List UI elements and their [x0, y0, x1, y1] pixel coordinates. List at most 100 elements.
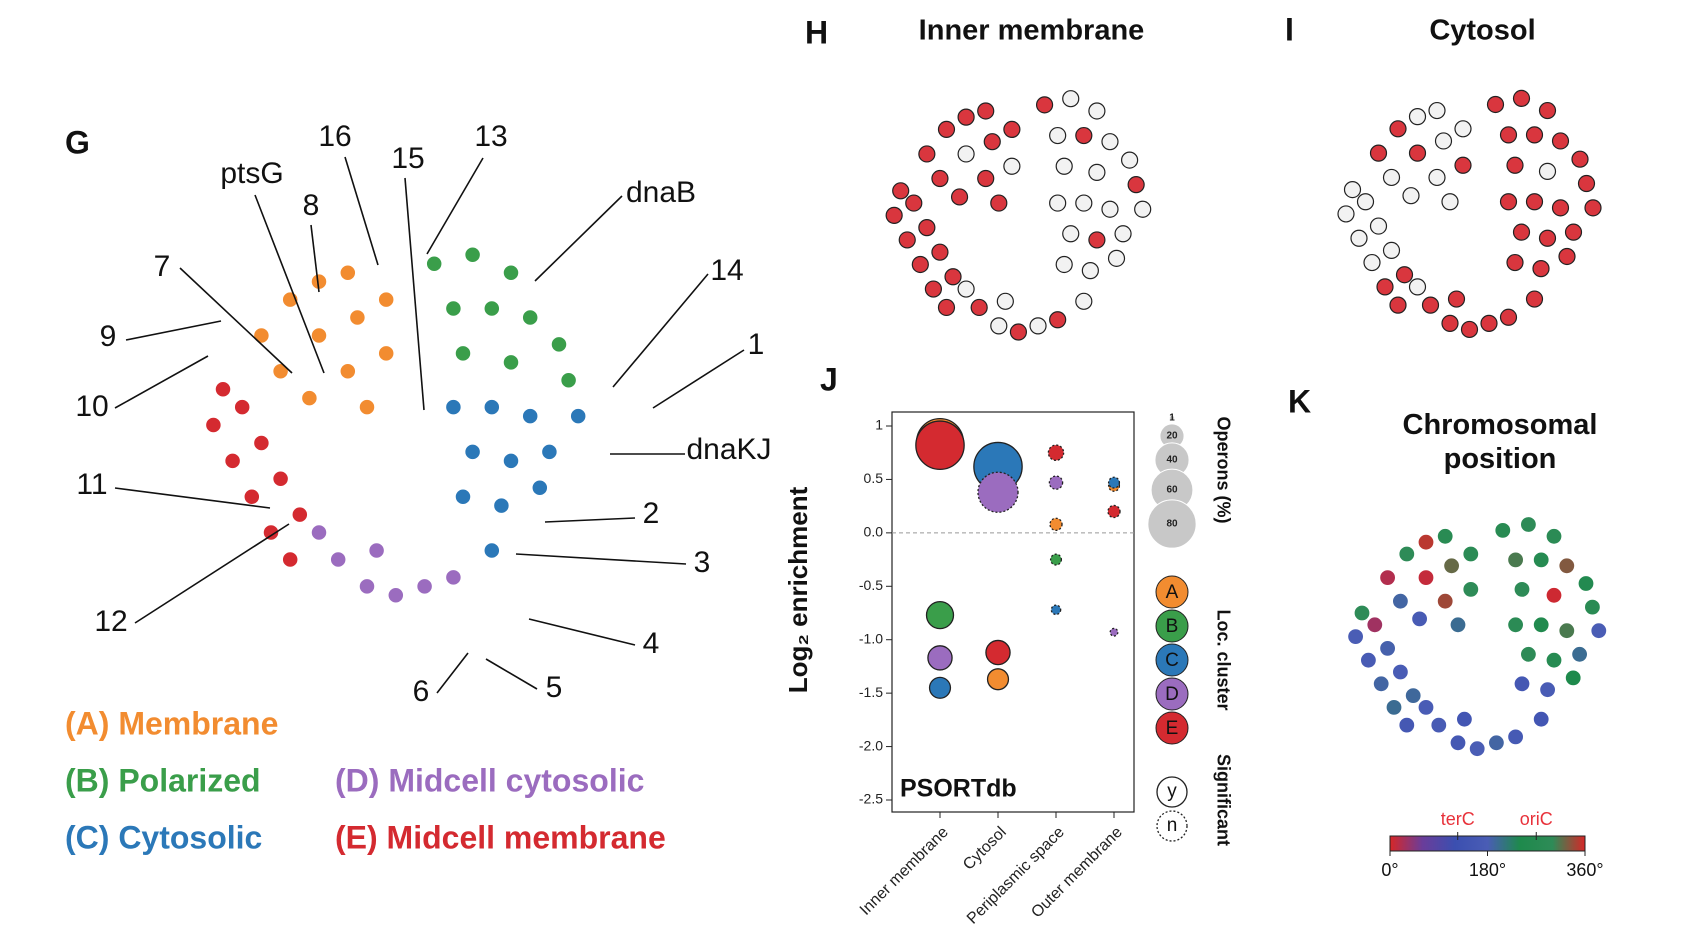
- point: [415, 577, 434, 596]
- point: [483, 299, 501, 318]
- point: [1049, 194, 1067, 212]
- size-legend-label: 20: [1166, 431, 1178, 442]
- point: [970, 298, 988, 317]
- point: [1410, 610, 1429, 628]
- point: [1378, 639, 1397, 658]
- point: [531, 479, 549, 497]
- point: [1462, 545, 1480, 563]
- leader-line: [436, 652, 469, 694]
- bubble: [1109, 627, 1119, 637]
- legend-entry: E: [1166, 718, 1179, 739]
- colorbar: [1389, 835, 1586, 852]
- point: [1075, 194, 1093, 212]
- point: [1003, 157, 1021, 175]
- point: [1346, 627, 1365, 646]
- point: [1513, 675, 1531, 693]
- point: [1454, 156, 1472, 174]
- annotation: 1: [748, 328, 765, 361]
- leader-line: [310, 224, 320, 293]
- point: [1590, 622, 1608, 640]
- point: [1062, 225, 1080, 243]
- point: [444, 568, 463, 587]
- legend-entry: y: [1167, 781, 1177, 802]
- point: [1468, 740, 1486, 758]
- leader-line: [114, 355, 209, 409]
- point: [492, 496, 511, 515]
- point: [1430, 716, 1448, 734]
- point: [1404, 686, 1422, 705]
- legend-entry: (A) Membrane: [65, 705, 278, 741]
- colorbar-tick-label: 0°: [1381, 860, 1398, 880]
- annotation: 5: [546, 671, 563, 704]
- point: [1417, 568, 1435, 587]
- point: [367, 541, 386, 560]
- point: [1486, 95, 1505, 114]
- point: [977, 102, 995, 120]
- point: [1391, 592, 1410, 610]
- point: [892, 182, 910, 200]
- point: [483, 541, 501, 560]
- point: [1428, 101, 1446, 120]
- point: [1519, 645, 1538, 663]
- leader-line: [254, 194, 325, 374]
- size-legend-label: 60: [1166, 485, 1178, 496]
- point: [1571, 150, 1589, 168]
- annotation: PSORTdb: [900, 775, 1017, 803]
- x-tick-label: Inner membrane: [857, 824, 952, 919]
- point: [937, 298, 956, 317]
- point: [243, 487, 261, 506]
- point: [1389, 120, 1407, 138]
- bubble: [1107, 504, 1121, 519]
- point: [918, 219, 936, 237]
- annotation: 8: [303, 189, 320, 222]
- point: [1382, 168, 1401, 187]
- legend-swatch: [1155, 677, 1189, 711]
- point: [1454, 120, 1472, 138]
- legend-entry: A: [1166, 582, 1179, 603]
- size-legend-circle: [1168, 414, 1176, 422]
- point: [1513, 580, 1531, 599]
- point: [1049, 311, 1067, 329]
- point: [1519, 515, 1538, 534]
- point: [1442, 557, 1461, 575]
- point: [1436, 527, 1454, 545]
- y-tick-label: 0.0: [864, 524, 884, 540]
- point: [223, 452, 242, 470]
- point: [937, 120, 956, 138]
- point: [1408, 144, 1427, 162]
- point: [1436, 592, 1454, 610]
- point: [521, 407, 539, 425]
- y-tick-label: -2.5: [859, 791, 883, 807]
- point: [1545, 527, 1563, 545]
- point: [1088, 163, 1106, 181]
- point: [1369, 144, 1388, 162]
- point: [1372, 675, 1390, 693]
- point: [931, 169, 949, 188]
- legend-entry: n: [1167, 815, 1178, 836]
- point: [1538, 162, 1557, 180]
- annotation: 6: [413, 675, 430, 708]
- annotation: 11: [76, 468, 107, 501]
- bubble: [1048, 475, 1064, 490]
- point: [1389, 296, 1407, 314]
- annotation: 7: [154, 250, 171, 283]
- point: [1366, 616, 1384, 634]
- point: [348, 308, 367, 327]
- annotation: 12: [94, 605, 127, 638]
- point: [1009, 323, 1028, 341]
- point: [1378, 568, 1397, 587]
- legend-entry: C: [1165, 650, 1179, 671]
- legend-swatch: [1155, 609, 1189, 643]
- leader-line: [179, 267, 293, 374]
- leader-line: [134, 523, 290, 624]
- point: [377, 290, 395, 309]
- legend-title: Operons (%): [1213, 416, 1233, 523]
- point: [1385, 698, 1403, 717]
- point: [1462, 580, 1480, 599]
- point: [1421, 296, 1440, 314]
- point: [957, 280, 975, 298]
- point: [1558, 557, 1576, 575]
- point: [1532, 616, 1550, 634]
